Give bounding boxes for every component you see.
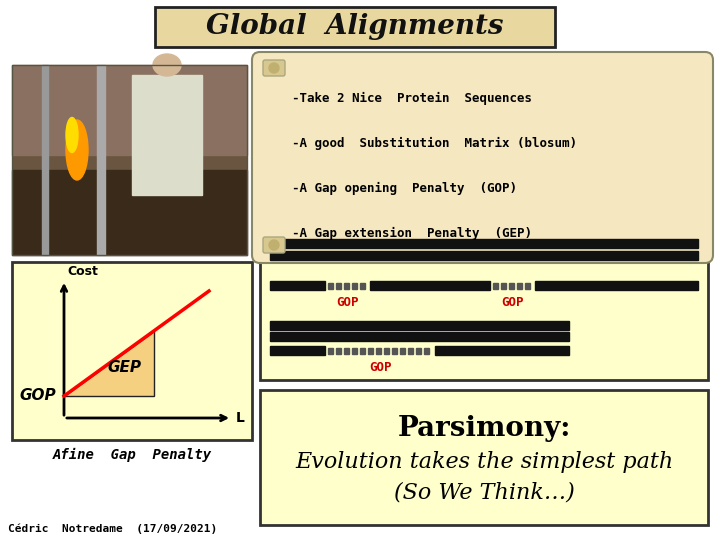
Text: Cost: Cost <box>67 265 98 278</box>
Bar <box>352 283 357 289</box>
Bar <box>370 281 490 290</box>
Text: GEP: GEP <box>107 361 141 375</box>
FancyBboxPatch shape <box>263 60 285 76</box>
Circle shape <box>269 63 279 73</box>
Bar <box>270 239 698 248</box>
Text: -A good  Substitution  Matrix (blosum): -A good Substitution Matrix (blosum) <box>292 137 577 150</box>
Bar <box>535 281 698 290</box>
Bar <box>493 283 498 289</box>
Text: Parsimony:: Parsimony: <box>397 415 571 442</box>
Bar <box>509 283 514 289</box>
Text: -Take 2 Nice  Protein  Sequences: -Take 2 Nice Protein Sequences <box>292 91 532 105</box>
Bar <box>12 170 247 255</box>
Bar <box>360 348 365 354</box>
Bar <box>408 348 413 354</box>
Bar <box>12 65 247 255</box>
Bar <box>525 283 530 289</box>
Bar <box>501 283 506 289</box>
Bar <box>352 348 357 354</box>
FancyBboxPatch shape <box>155 7 555 47</box>
Text: Cédric  Notredame  (17/09/2021): Cédric Notredame (17/09/2021) <box>8 523 217 534</box>
Ellipse shape <box>66 120 88 180</box>
Bar <box>97 65 105 255</box>
Text: L: L <box>236 411 245 425</box>
Bar <box>336 283 341 289</box>
FancyBboxPatch shape <box>263 237 285 253</box>
Bar <box>424 348 429 354</box>
Text: (So We Think…): (So We Think…) <box>394 481 575 503</box>
Text: -A Gap opening  Penalty  (GOP): -A Gap opening Penalty (GOP) <box>292 181 517 194</box>
Bar <box>416 348 421 354</box>
Bar <box>270 251 698 260</box>
Text: Global  Alignments: Global Alignments <box>206 14 504 40</box>
Bar <box>400 348 405 354</box>
Bar <box>328 283 333 289</box>
Bar <box>42 65 48 255</box>
FancyBboxPatch shape <box>12 262 252 440</box>
Bar <box>376 348 381 354</box>
Bar <box>12 65 247 255</box>
Bar <box>270 332 569 341</box>
Bar <box>270 321 569 330</box>
Bar <box>270 281 325 290</box>
Text: GOP: GOP <box>501 296 523 309</box>
Bar <box>270 346 325 355</box>
Bar <box>435 346 569 355</box>
Bar <box>392 348 397 354</box>
FancyBboxPatch shape <box>252 52 713 263</box>
Bar <box>344 283 349 289</box>
Ellipse shape <box>66 118 78 152</box>
Bar <box>384 348 389 354</box>
Text: GOP: GOP <box>19 388 56 403</box>
Text: Evolution takes the simplest path: Evolution takes the simplest path <box>295 451 673 473</box>
Text: GOP: GOP <box>369 361 391 374</box>
Bar <box>517 283 522 289</box>
Ellipse shape <box>153 54 181 76</box>
Bar <box>328 348 333 354</box>
Polygon shape <box>64 331 154 396</box>
Bar <box>12 65 247 155</box>
Circle shape <box>269 240 279 250</box>
Bar <box>360 283 365 289</box>
Text: -A Gap extension  Penalty  (GEP): -A Gap extension Penalty (GEP) <box>292 226 532 240</box>
Bar <box>344 348 349 354</box>
Bar <box>336 348 341 354</box>
Bar <box>368 348 373 354</box>
Text: Afine  Gap  Penalty: Afine Gap Penalty <box>53 448 212 462</box>
FancyBboxPatch shape <box>260 390 708 525</box>
Text: GOP: GOP <box>336 296 359 309</box>
FancyBboxPatch shape <box>260 220 708 380</box>
Bar <box>132 75 202 195</box>
